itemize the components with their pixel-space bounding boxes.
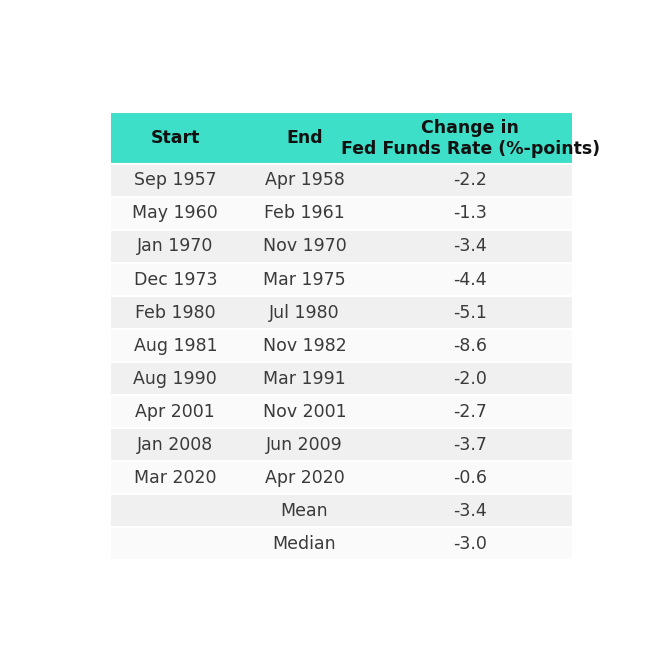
Bar xyxy=(111,395,240,428)
Text: -2.2: -2.2 xyxy=(453,171,487,190)
Bar xyxy=(369,494,572,527)
Bar xyxy=(111,329,240,362)
Text: Jul 1980: Jul 1980 xyxy=(269,303,340,321)
Bar xyxy=(111,296,240,329)
Text: Feb 1980: Feb 1980 xyxy=(135,303,215,321)
Text: Aug 1990: Aug 1990 xyxy=(134,369,217,387)
Text: Mar 1975: Mar 1975 xyxy=(263,270,346,288)
Bar xyxy=(369,197,572,230)
Text: -3.0: -3.0 xyxy=(453,535,487,553)
Text: -5.1: -5.1 xyxy=(453,303,487,321)
Text: -2.0: -2.0 xyxy=(453,369,487,387)
Text: -2.7: -2.7 xyxy=(453,403,487,420)
Text: Apr 1958: Apr 1958 xyxy=(264,171,344,190)
Bar xyxy=(369,164,572,197)
Text: -3.4: -3.4 xyxy=(453,502,487,520)
Bar xyxy=(111,362,240,395)
Bar xyxy=(369,461,572,494)
Text: Apr 2001: Apr 2001 xyxy=(136,403,215,420)
Bar xyxy=(111,230,240,263)
Text: Change in
Fed Funds Rate (%-points): Change in Fed Funds Rate (%-points) xyxy=(341,119,600,157)
Bar xyxy=(111,428,240,461)
Text: May 1960: May 1960 xyxy=(132,204,218,223)
Bar xyxy=(240,296,369,329)
Bar xyxy=(240,461,369,494)
Text: Start: Start xyxy=(151,129,200,147)
Bar xyxy=(111,164,240,197)
Text: Apr 2020: Apr 2020 xyxy=(264,469,344,486)
Bar xyxy=(369,263,572,296)
Bar xyxy=(240,164,369,197)
Text: Dec 1973: Dec 1973 xyxy=(134,270,217,288)
Text: Mean: Mean xyxy=(281,502,329,520)
Bar xyxy=(240,428,369,461)
Bar xyxy=(369,362,572,395)
Text: Jun 2009: Jun 2009 xyxy=(266,436,343,453)
Bar xyxy=(369,296,572,329)
Text: Nov 2001: Nov 2001 xyxy=(262,403,346,420)
Text: -8.6: -8.6 xyxy=(453,336,487,354)
Bar xyxy=(369,428,572,461)
Text: Feb 1961: Feb 1961 xyxy=(264,204,345,223)
Text: Sep 1957: Sep 1957 xyxy=(134,171,217,190)
Bar xyxy=(369,395,572,428)
Bar xyxy=(240,395,369,428)
Text: -1.3: -1.3 xyxy=(453,204,487,223)
Text: Jan 1970: Jan 1970 xyxy=(137,237,214,256)
Text: Mar 2020: Mar 2020 xyxy=(134,469,217,486)
Bar xyxy=(111,461,240,494)
Text: -3.4: -3.4 xyxy=(453,237,487,256)
Bar xyxy=(111,112,240,164)
Text: Jan 2008: Jan 2008 xyxy=(137,436,214,453)
Bar xyxy=(369,230,572,263)
Bar xyxy=(111,263,240,296)
Bar xyxy=(369,527,572,561)
Text: Median: Median xyxy=(272,535,336,553)
Text: Aug 1981: Aug 1981 xyxy=(134,336,217,354)
Text: Nov 1970: Nov 1970 xyxy=(262,237,346,256)
Bar xyxy=(240,527,369,561)
Bar xyxy=(111,494,240,527)
Bar xyxy=(240,197,369,230)
Text: Nov 1982: Nov 1982 xyxy=(262,336,346,354)
Text: -4.4: -4.4 xyxy=(453,270,487,288)
Text: End: End xyxy=(286,129,323,147)
Bar xyxy=(369,329,572,362)
Bar xyxy=(111,197,240,230)
Bar xyxy=(369,112,572,164)
Bar xyxy=(240,112,369,164)
Text: -3.7: -3.7 xyxy=(453,436,487,453)
Text: Mar 1991: Mar 1991 xyxy=(263,369,346,387)
Text: -0.6: -0.6 xyxy=(453,469,487,486)
Bar xyxy=(111,527,240,561)
Bar xyxy=(240,230,369,263)
Bar xyxy=(240,329,369,362)
Bar xyxy=(240,263,369,296)
Bar xyxy=(240,362,369,395)
Bar xyxy=(240,494,369,527)
